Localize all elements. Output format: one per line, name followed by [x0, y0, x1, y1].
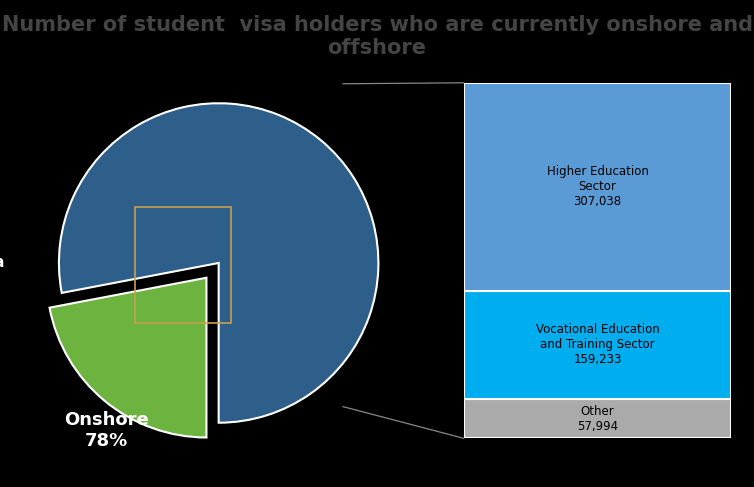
- Text: Other
57,994: Other 57,994: [577, 405, 618, 432]
- Text: Outside
Australia
22%: Outside Australia 22%: [0, 238, 6, 288]
- Bar: [464, 83, 731, 291]
- Bar: [464, 291, 731, 399]
- Bar: [464, 399, 731, 438]
- Text: Vocational Education
and Training Sector
159,233: Vocational Education and Training Sector…: [535, 323, 660, 367]
- Text: Higher Education
Sector
307,038: Higher Education Sector 307,038: [547, 166, 648, 208]
- Wedge shape: [59, 103, 379, 423]
- Text: Number of student  visa holders who are currently onshore and
offshore: Number of student visa holders who are c…: [2, 15, 752, 58]
- Text: Onshore
78%: Onshore 78%: [65, 412, 149, 450]
- Wedge shape: [50, 278, 207, 437]
